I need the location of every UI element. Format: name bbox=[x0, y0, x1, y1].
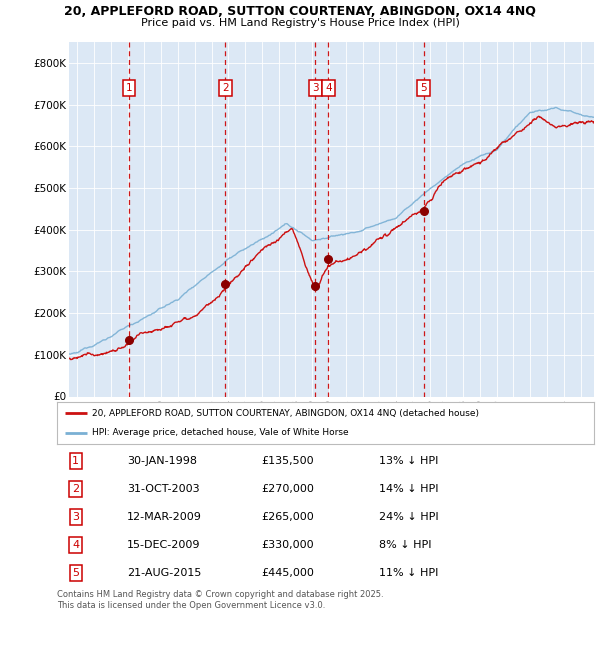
Text: £135,500: £135,500 bbox=[261, 456, 314, 466]
Text: Contains HM Land Registry data © Crown copyright and database right 2025.
This d: Contains HM Land Registry data © Crown c… bbox=[57, 590, 383, 610]
Text: 2: 2 bbox=[222, 83, 229, 93]
Text: 4: 4 bbox=[72, 540, 79, 550]
Text: 15-DEC-2009: 15-DEC-2009 bbox=[127, 540, 200, 550]
Text: 14% ↓ HPI: 14% ↓ HPI bbox=[379, 484, 439, 494]
Text: 5: 5 bbox=[420, 83, 427, 93]
Text: £445,000: £445,000 bbox=[261, 568, 314, 578]
Text: 20, APPLEFORD ROAD, SUTTON COURTENAY, ABINGDON, OX14 4NQ: 20, APPLEFORD ROAD, SUTTON COURTENAY, AB… bbox=[64, 5, 536, 18]
Text: £265,000: £265,000 bbox=[261, 512, 314, 522]
Text: 12-MAR-2009: 12-MAR-2009 bbox=[127, 512, 202, 522]
Text: 31-OCT-2003: 31-OCT-2003 bbox=[127, 484, 199, 494]
Text: 21-AUG-2015: 21-AUG-2015 bbox=[127, 568, 201, 578]
Text: £270,000: £270,000 bbox=[261, 484, 314, 494]
Text: £330,000: £330,000 bbox=[261, 540, 314, 550]
Text: 2: 2 bbox=[72, 484, 79, 494]
Text: 20, APPLEFORD ROAD, SUTTON COURTENAY, ABINGDON, OX14 4NQ (detached house): 20, APPLEFORD ROAD, SUTTON COURTENAY, AB… bbox=[92, 409, 479, 417]
Text: 8% ↓ HPI: 8% ↓ HPI bbox=[379, 540, 432, 550]
Text: 11% ↓ HPI: 11% ↓ HPI bbox=[379, 568, 439, 578]
Text: 24% ↓ HPI: 24% ↓ HPI bbox=[379, 512, 439, 522]
Text: 1: 1 bbox=[72, 456, 79, 466]
Text: 3: 3 bbox=[72, 512, 79, 522]
Text: Price paid vs. HM Land Registry's House Price Index (HPI): Price paid vs. HM Land Registry's House … bbox=[140, 18, 460, 28]
Text: 3: 3 bbox=[312, 83, 319, 93]
Text: 1: 1 bbox=[126, 83, 133, 93]
Text: 30-JAN-1998: 30-JAN-1998 bbox=[127, 456, 197, 466]
Text: 13% ↓ HPI: 13% ↓ HPI bbox=[379, 456, 439, 466]
Text: 5: 5 bbox=[72, 568, 79, 578]
Text: 4: 4 bbox=[325, 83, 332, 93]
Text: HPI: Average price, detached house, Vale of White Horse: HPI: Average price, detached house, Vale… bbox=[92, 428, 349, 437]
